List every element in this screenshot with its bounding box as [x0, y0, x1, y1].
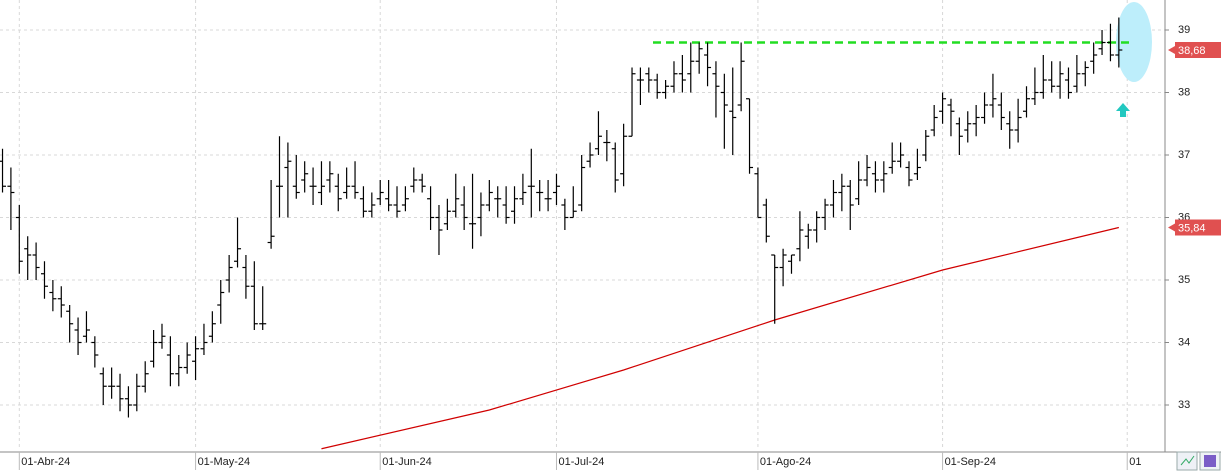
y-tick-label: 37 — [1178, 149, 1190, 161]
x-tick-label: 01-Sep-24 — [945, 456, 996, 468]
x-tick-label: 01-Jul-24 — [558, 456, 604, 468]
price-label-box — [1175, 42, 1221, 58]
y-tick-label: 35 — [1178, 274, 1190, 286]
moving-average-line — [321, 226, 1119, 450]
price-label-pointer — [1168, 46, 1175, 54]
y-tick-label: 39 — [1178, 24, 1190, 36]
zoom-icon — [1180, 455, 1195, 466]
arrow-up-icon — [1116, 103, 1130, 117]
price-label-box — [1175, 219, 1221, 236]
x-tick-label: 01-Jun-24 — [382, 456, 432, 468]
x-tick-label: 01-Ago-24 — [760, 456, 811, 468]
price-label: 35,84 — [1178, 222, 1206, 234]
x-tick-label: 01-May-24 — [198, 456, 251, 468]
y-tick-label: 33 — [1178, 399, 1190, 411]
y-tick-label: 34 — [1178, 336, 1190, 348]
price-label-pointer — [1168, 223, 1175, 232]
price-label: 38,68 — [1178, 45, 1206, 57]
x-tick-label: 01 — [1129, 456, 1141, 468]
x-tick-label: 01-Abr-24 — [21, 456, 70, 468]
save-icon — [1204, 455, 1216, 467]
y-tick-label: 38 — [1178, 86, 1190, 98]
highlight-ellipse — [1116, 2, 1152, 82]
